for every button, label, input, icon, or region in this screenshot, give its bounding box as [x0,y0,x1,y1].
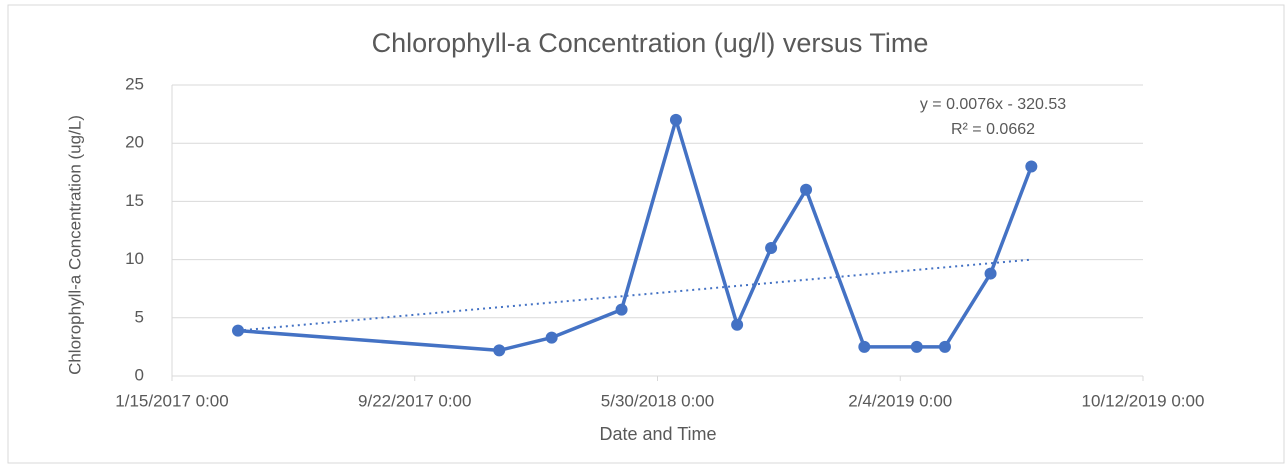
data-point [910,340,923,353]
data-point [493,344,506,357]
x-tick-label: 5/30/2018 0:00 [601,391,714,410]
x-tick-label: 9/22/2017 0:00 [358,391,471,410]
trendline-r-squared: R² = 0.0662 [951,121,1035,138]
data-point [669,113,682,126]
data-point [545,331,558,344]
trendline-equation: y = 0.0076x - 320.53 [920,96,1066,113]
chart-title: Chlorophyll-a Concentration (ug/l) versu… [372,28,929,58]
data-point [731,318,744,331]
trendline [237,258,1032,332]
chart-border [7,4,1285,464]
y-axis-label: Chlorophyll-a Concentration (ug/L) [65,115,84,375]
data-point [1025,160,1038,173]
x-tick-label: 1/15/2017 0:00 [115,391,228,410]
x-axis-label: Date and Time [599,424,716,444]
data-point [765,241,778,254]
y-tick-label: 15 [125,191,144,210]
y-tick-label: 20 [125,133,144,152]
y-tick-label: 25 [125,74,144,93]
data-point [615,303,628,316]
data-point [984,267,997,280]
data-point [858,340,871,353]
data-point [800,183,813,196]
data-point [938,340,951,353]
y-tick-label: 10 [125,249,144,268]
x-tick-label: 2/4/2019 0:00 [848,391,952,410]
y-tick-label: 5 [135,307,144,326]
x-tick-label: 10/12/2019 0:00 [1082,391,1205,410]
y-tick-label: 0 [135,365,144,384]
